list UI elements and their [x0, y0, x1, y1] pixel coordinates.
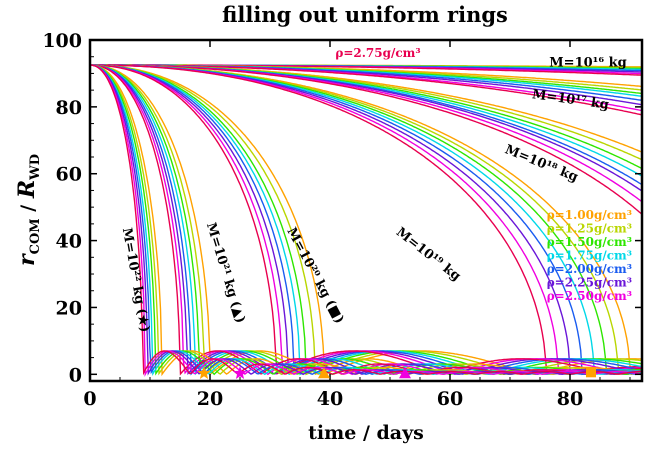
y-axis-label: rCOM / RWD — [14, 154, 43, 266]
star-marker — [233, 366, 247, 379]
plot-frame — [88, 38, 644, 383]
legend-entry: ρ=1.00g/cm³ — [547, 208, 632, 222]
y-axis-label-r: r — [14, 253, 40, 266]
legend-entry: ρ=1.25g/cm³ — [547, 222, 632, 236]
legend-entry: ρ=1.50g/cm³ — [547, 235, 632, 249]
legend-entry: ρ=2.25g/cm³ — [547, 276, 632, 290]
y-axis-label-R-sub: WD — [28, 154, 43, 181]
x-axis-label: time / days — [308, 422, 424, 444]
markers — [197, 366, 596, 379]
y-tick-label: 60 — [56, 164, 82, 186]
x-tick-label: 40 — [317, 388, 343, 410]
series-line — [90, 64, 642, 376]
y-axis-ticks: 0 20 40 60 80 100 — [42, 30, 642, 386]
chart-title: filling out uniform rings — [222, 2, 508, 27]
mass-label: M=10¹⁹ kg — [393, 225, 463, 284]
x-tick-label: 20 — [197, 388, 223, 410]
top-density-label: ρ=2.75g/cm³ — [335, 46, 420, 60]
legend-entry: ρ=1.75g/cm³ — [547, 249, 632, 263]
mass-label: M=10²¹ kg (▲) — [203, 221, 248, 325]
series-line — [90, 64, 642, 215]
legend-entry: ρ=2.00g/cm³ — [547, 262, 632, 276]
y-tick-label: 80 — [56, 97, 82, 119]
series-line — [90, 64, 642, 375]
series-line — [90, 64, 642, 376]
star-marker — [197, 366, 211, 379]
y-tick-label: 40 — [56, 231, 82, 253]
y-tick-label: 0 — [69, 364, 82, 386]
x-tick-label: 80 — [557, 388, 583, 410]
series-line — [90, 64, 642, 153]
triangle-marker — [399, 367, 411, 379]
square-marker — [586, 367, 596, 378]
triangle-marker — [318, 367, 330, 379]
y-axis-label-R: R — [14, 180, 40, 199]
mass-label: M=10¹⁶ kg — [549, 56, 626, 71]
y-tick-label: 100 — [42, 30, 82, 52]
y-axis-label-r-sub: COM — [28, 218, 43, 254]
y-tick-label: 20 — [56, 297, 82, 319]
plot-lines — [90, 64, 642, 377]
series-line — [90, 64, 642, 377]
x-tick-label: 60 — [437, 388, 463, 410]
x-axis-ticks: 0 20 40 60 80 — [83, 40, 631, 410]
series-line — [90, 64, 642, 376]
legend: ρ=1.00g/cm³ρ=1.25g/cm³ρ=1.50g/cm³ρ=1.75g… — [547, 208, 632, 303]
mass-label: M=10²⁰ kg (■) — [283, 225, 346, 326]
series-line — [90, 64, 642, 375]
y-axis-label-sep: / — [17, 198, 39, 218]
legend-entry: ρ=2.50g/cm³ — [547, 289, 632, 303]
x-tick-label: 0 — [83, 388, 96, 410]
series-line — [90, 64, 642, 376]
